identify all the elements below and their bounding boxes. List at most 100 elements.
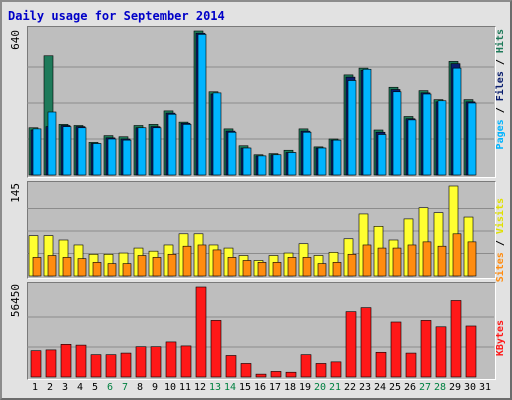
sites-bar [302, 257, 312, 277]
hits-bar [32, 128, 42, 176]
hits-bar [107, 138, 117, 176]
hits-bar [92, 143, 102, 176]
sites-bar [122, 263, 132, 277]
sites-bar [167, 253, 177, 277]
x-tick-label: 26 [403, 382, 417, 393]
x-tick-label: 9 [151, 382, 159, 393]
hits-bar [467, 102, 477, 176]
hits-bar [62, 126, 72, 176]
x-tick-label: 4 [76, 382, 84, 393]
kbytes-bar [225, 355, 237, 378]
x-tick-label: 2 [46, 382, 54, 393]
kbytes-bar [405, 352, 417, 378]
hits-bar [287, 152, 297, 176]
kbytes-bar [330, 361, 342, 378]
x-tick-label: 6 [106, 382, 114, 393]
kbytes-bar [285, 371, 297, 378]
x-tick-label: 17 [268, 382, 282, 393]
sites-bar [182, 245, 192, 277]
hits-bar [122, 139, 132, 176]
hits-bar [137, 127, 147, 176]
hits-bar [167, 113, 177, 176]
x-tick-label: 14 [223, 382, 237, 393]
kbytes-bar [360, 307, 372, 378]
x-tick-label: 24 [373, 382, 387, 393]
x-tick-label: 19 [298, 382, 312, 393]
kbytes-bar [300, 354, 312, 378]
hits-bar [392, 91, 402, 176]
x-tick-label: 16 [253, 382, 267, 393]
kbytes-bar [60, 344, 72, 378]
hits-bar [452, 67, 462, 176]
sites-bar [212, 249, 222, 277]
x-tick-label: 10 [163, 382, 177, 393]
sites-bar [197, 244, 207, 277]
kbytes-bar [210, 320, 222, 378]
hits-bar [227, 131, 237, 176]
sites-bar [47, 255, 57, 277]
hits-bar [257, 155, 267, 176]
sites-bar [422, 241, 432, 277]
kbytes-bar [465, 325, 477, 378]
kbytes-bar [90, 354, 102, 378]
kbytes-bar [105, 354, 117, 378]
kbytes-bar [135, 346, 147, 378]
kbytes-bar [240, 363, 252, 378]
kbytes-bar [315, 363, 327, 378]
x-tick-label: 11 [178, 382, 192, 393]
sites-bar [437, 245, 447, 277]
x-tick-label: 15 [238, 382, 252, 393]
x-tick-label: 7 [121, 382, 129, 393]
sites-bar [377, 247, 387, 277]
kbytes-bar [255, 373, 267, 378]
sites-bar [32, 257, 42, 277]
x-tick-label: 22 [343, 382, 357, 393]
sites-bar [407, 244, 417, 277]
hits-bar [422, 93, 432, 176]
x-tick-label: 29 [448, 382, 462, 393]
sites-bar [392, 247, 402, 277]
sites-bar [62, 257, 72, 277]
hits-bar [302, 131, 312, 176]
kbytes-bar [345, 311, 357, 378]
x-tick-label: 12 [193, 382, 207, 393]
x-tick-label: 8 [136, 382, 144, 393]
sites-bar [227, 257, 237, 277]
hits-bar [47, 111, 57, 176]
x-tick-label: 27 [418, 382, 432, 393]
x-tick-label: 1 [31, 382, 39, 393]
hits-bar [197, 34, 207, 176]
x-tick-label: 3 [61, 382, 69, 393]
x-tick-label: 21 [328, 382, 342, 393]
kbytes-bar [195, 286, 207, 378]
hits-bar [317, 147, 327, 176]
sites-bar [272, 262, 282, 277]
sites-bar [362, 244, 372, 277]
hits-bar [332, 139, 342, 176]
sites-bar [107, 263, 117, 277]
chart-title: Daily usage for September 2014 [8, 9, 225, 23]
sites-bar [257, 262, 267, 277]
sites-bar [77, 258, 87, 277]
kbytes-bar [420, 320, 432, 378]
x-tick-label: 31 [478, 382, 492, 393]
hits-bar [182, 124, 192, 176]
x-tick-label: 23 [358, 382, 372, 393]
hits-bar [212, 92, 222, 176]
sites-bar [92, 262, 102, 277]
hits-bar [242, 147, 252, 176]
sites-bar [332, 262, 342, 277]
sites-bar [137, 255, 147, 277]
sites-bar [347, 253, 357, 277]
kbytes-bar [375, 351, 387, 378]
x-tick-label: 25 [388, 382, 402, 393]
hits-bar [377, 134, 387, 176]
sites-bar [317, 263, 327, 277]
hits-bar [347, 80, 357, 176]
hits-bar [152, 127, 162, 176]
x-tick-label: 5 [91, 382, 99, 393]
kbytes-bar [450, 300, 462, 378]
sites-bar [287, 257, 297, 277]
